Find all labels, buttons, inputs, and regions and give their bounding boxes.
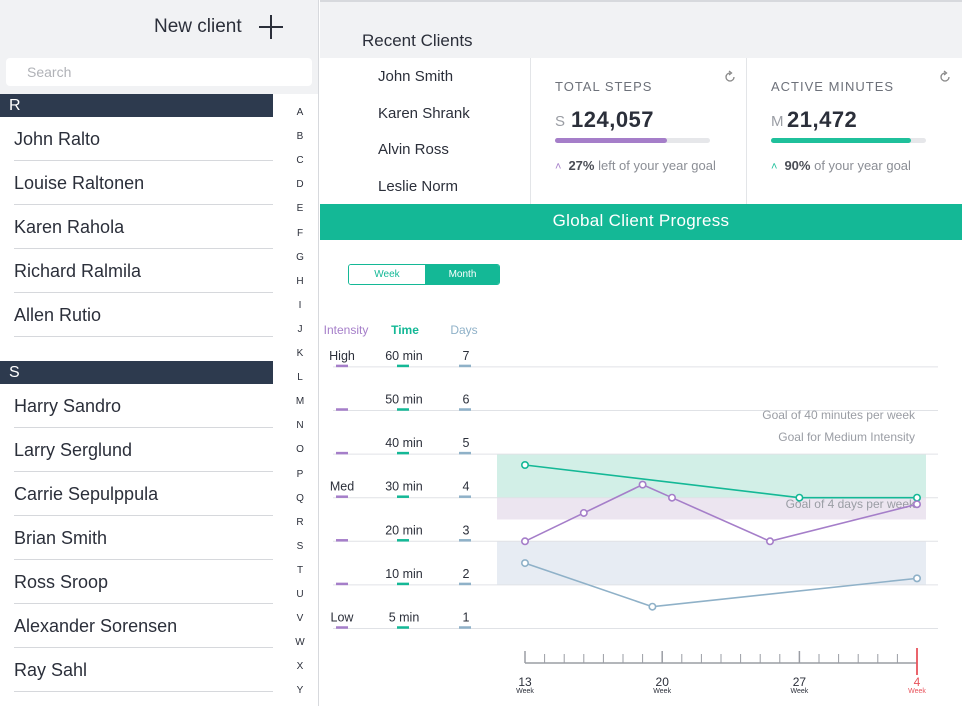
index-letter[interactable]: B [296, 131, 304, 143]
period-toggle: Week Month [348, 264, 500, 285]
progress-track [555, 138, 710, 143]
card-value: 21,472 [787, 107, 858, 132]
progress-fill [771, 138, 911, 143]
index-letter[interactable]: D [296, 179, 304, 191]
card-title: ACTIVE MINUTES [771, 79, 895, 94]
search-input[interactable] [6, 58, 312, 86]
client-list-item[interactable]: Ross Sroop [14, 560, 273, 604]
client-list-item[interactable]: Karen Rahola [14, 205, 273, 249]
section-header-s: S [0, 361, 273, 384]
card-unit-prefix: M [771, 113, 785, 130]
progress-fill [555, 138, 667, 143]
client-list-item[interactable]: Brian Smith [14, 516, 273, 560]
card-footer: ˄ 27% left of your year goal [555, 158, 716, 173]
card-unit-prefix: S [555, 113, 567, 130]
card-value: 124,057 [571, 107, 655, 132]
card-footer: ˄ 90% of your year goal [771, 158, 911, 173]
total-steps-card: TOTAL STEPS S 124,057 ˄ 27% left of your … [530, 58, 745, 204]
index-letter[interactable]: C [296, 155, 304, 167]
footer-percent: 90% [784, 158, 811, 173]
index-letter[interactable]: J [297, 323, 303, 335]
recent-client-item[interactable]: Leslie Norm [378, 178, 459, 195]
index-letter[interactable]: I [298, 299, 302, 311]
index-letter[interactable]: N [296, 420, 304, 432]
footer-text: of your year goal [814, 158, 911, 173]
recent-clients-list: John Smith Karen Shrank Alvin Ross Lesli… [320, 58, 530, 204]
index-letter[interactable]: M [295, 396, 305, 408]
index-letter[interactable]: H [296, 275, 304, 287]
client-list-item[interactable]: Allen Rutio [14, 293, 273, 337]
footer-text: left of your year goal [598, 158, 716, 173]
new-client-label: New client [154, 16, 242, 37]
index-letter[interactable]: Y [296, 685, 304, 697]
index-letter[interactable]: R [296, 516, 304, 528]
card-title: TOTAL STEPS [555, 79, 653, 94]
recent-client-item[interactable]: Alvin Ross [378, 141, 449, 158]
client-list-item[interactable]: John Ralto [14, 117, 273, 161]
progress-track [771, 138, 926, 143]
client-list-item[interactable]: Louise Raltonen [14, 161, 273, 205]
recent-clients-title: Recent Clients [362, 31, 473, 50]
index-letter[interactable]: K [296, 348, 304, 359]
index-letter[interactable]: O [296, 444, 304, 456]
global-progress-title: Global Client Progress [320, 204, 962, 240]
refresh-icon[interactable] [938, 70, 952, 84]
client-list-item[interactable]: Harry Sandro [14, 384, 273, 428]
client-list-item[interactable]: Alexander Sorensen [14, 604, 273, 648]
recent-client-item[interactable]: Karen Shrank [378, 105, 470, 122]
active-minutes-card: ACTIVE MINUTES M 21,472 ˄ 90% of your yea… [746, 58, 962, 204]
index-letter[interactable]: X [296, 661, 304, 673]
toggle-month-button[interactable]: Month [425, 265, 499, 284]
index-letter[interactable]: L [297, 372, 303, 384]
recent-client-item[interactable]: John Smith [378, 68, 454, 85]
client-list-item[interactable]: Larry Serglund [14, 428, 273, 472]
chevron-up-icon: ˄ [555, 161, 562, 173]
chevron-up-icon: ˄ [771, 161, 778, 173]
index-letter[interactable]: V [296, 613, 304, 625]
section-header-r: R [0, 94, 273, 117]
index-letter[interactable]: F [296, 227, 304, 239]
chart-area [320, 240, 962, 706]
client-list-item[interactable]: Ray Sahl [14, 648, 273, 692]
index-letter[interactable]: S [296, 540, 304, 552]
index-letter[interactable]: A [296, 107, 304, 118]
toggle-week-button[interactable]: Week [349, 265, 425, 284]
sidebar-header: New client [0, 0, 318, 94]
client-list-item[interactable]: Carrie Sepulppula [14, 472, 273, 516]
index-letter[interactable]: G [296, 251, 304, 263]
index-letter[interactable]: P [296, 468, 304, 480]
footer-percent: 27% [568, 158, 595, 173]
add-client-icon[interactable] [258, 14, 284, 40]
index-letter[interactable]: T [296, 564, 304, 576]
top-bar [320, 0, 962, 58]
index-letter[interactable]: Q [296, 492, 304, 504]
refresh-icon[interactable] [723, 70, 737, 84]
client-list-item[interactable]: Richard Ralmila [14, 249, 273, 293]
index-letter[interactable]: W [295, 637, 305, 649]
index-letter[interactable]: U [296, 589, 304, 600]
index-letter[interactable]: E [296, 203, 304, 215]
